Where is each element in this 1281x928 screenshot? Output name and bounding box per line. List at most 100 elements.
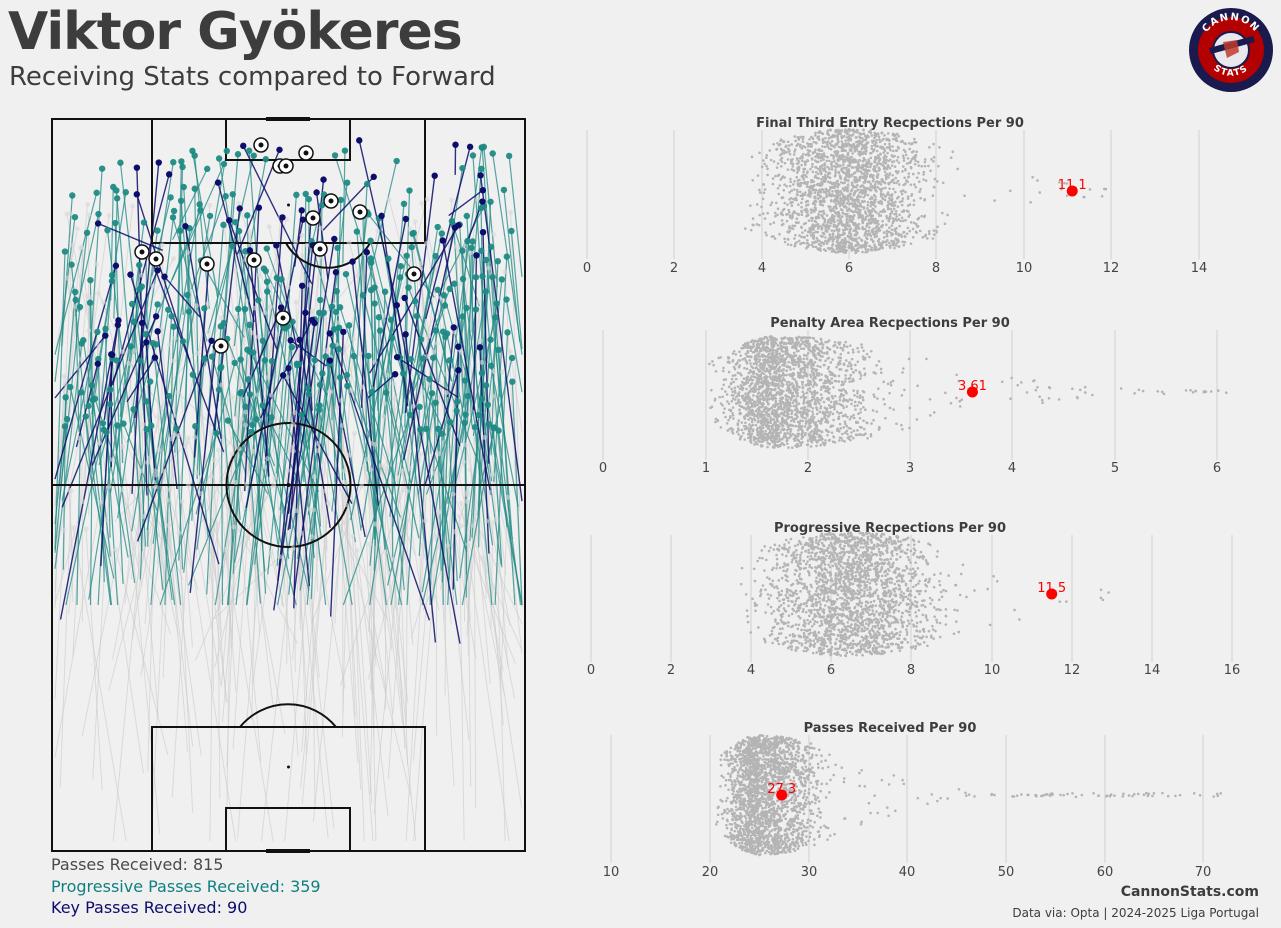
pass-end-progressive [298,411,305,418]
swarm-dot [820,226,824,230]
swarm-dot [856,188,860,192]
swarm-dot [856,178,859,182]
swarm-dot [820,149,824,152]
swarm-dot [838,241,842,245]
pass-line-all [495,519,506,842]
pass-end-progressive [130,318,137,326]
pass-line-progressive [406,406,421,606]
swarm-dot [847,135,851,138]
swarm-dot [933,177,937,181]
swarm-dot [885,235,889,238]
pass-end-progressive [120,420,127,427]
swarm-dot [862,164,866,168]
swarm-dot [931,237,935,240]
swarm-dot [828,379,832,383]
swarm-dot [732,380,736,384]
swarm-dot [771,177,775,180]
swarm-dot [888,217,892,220]
swarm-dot [788,225,791,228]
pass-end-all [208,474,214,480]
swarm-dot [761,197,765,201]
pass-line-progressive [218,158,264,438]
swarm-dot [852,413,855,417]
swarm-dot [960,398,964,402]
pass-end-all [96,290,102,296]
football-icon-patch [204,261,210,267]
swarm-dot [828,234,832,237]
swarm-dot [836,196,840,199]
swarm-dot [891,132,895,136]
swarm-dot [841,142,845,146]
swarm-dot [792,188,796,191]
pass-end-all [185,435,191,441]
swarm-dot [906,180,909,184]
pass-end-all [464,498,470,504]
pass-end-all [468,250,474,256]
swarm-dot [885,158,888,162]
pass-line-all [454,531,477,659]
swarm-dot [897,161,901,164]
swarm-dot [878,180,881,184]
swarm-dot [820,210,823,213]
swarm-dot [831,242,835,246]
swarm-dot [865,149,868,153]
swarm-dot [802,357,805,361]
pass-line-key [396,305,461,644]
swarm-dot [745,367,749,371]
swarm-dot [926,237,929,240]
swarm-dot [867,232,871,235]
swarm-dot [868,188,872,192]
swarm-dot [786,243,790,246]
pass-end-progressive [495,427,502,434]
pass-end-all [490,231,496,237]
pass-line-progressive [471,241,474,333]
pass-line-progressive [334,155,407,384]
swarm-dot [885,214,888,218]
swarm-dot [856,226,860,230]
pass-end-progressive [461,419,468,427]
swarm-tick-label: 1 [702,461,710,476]
swarm-dot [836,200,840,203]
swarm-dot [811,234,815,238]
pass-line-all [137,330,147,567]
swarm-dot [805,357,809,360]
swarm-dot [941,211,944,215]
pass-end-all [507,348,513,354]
swarm-dot [862,195,866,199]
pass-end-all [130,203,136,209]
pass-line-all [245,412,284,607]
swarm-dot [859,411,862,414]
swarm-dot [825,242,829,245]
pass-end-progressive [223,147,231,155]
swarm-dot [827,133,831,137]
swarm-dot [829,371,833,374]
pass-line-all [54,375,65,609]
swarm-dot [892,187,895,191]
pass-end-progressive [169,214,177,221]
swarm-dot [811,185,815,188]
pass-end-all [145,460,151,466]
pass-end-progressive [78,389,85,396]
swarm-dot [883,194,887,198]
pass-end-progressive [179,163,186,171]
swarm-dot [823,164,827,167]
swarm-dot [828,206,831,209]
swarm-dot [836,139,840,142]
pass-end-all [325,500,331,506]
swarm-dot [779,153,782,157]
swarm-dot [820,214,823,217]
swarm-dot [855,128,859,132]
pass-end-all [233,480,239,486]
pass-end-progressive [184,291,191,299]
swarm-dot [904,182,907,185]
swarm-dot [853,171,857,174]
pass-line-progressive [106,230,133,433]
swarm-dot [893,204,897,207]
swarm-dot [928,397,932,401]
swarm-dot [838,221,842,225]
pass-end-all [491,369,497,375]
swarm-dot [828,348,832,351]
swarm-dot [846,183,850,187]
swarm-dot [874,134,878,138]
pass-end-all [460,459,466,465]
